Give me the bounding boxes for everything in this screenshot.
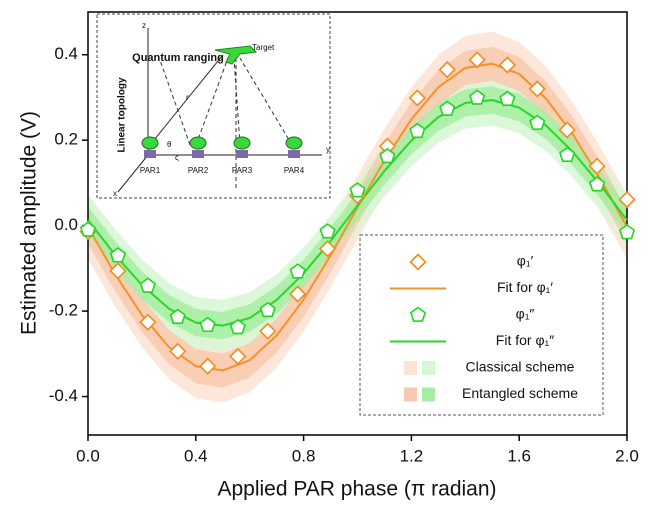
beams: [159, 57, 293, 190]
data-point: [529, 114, 546, 130]
target-plane: [214, 45, 258, 65]
x-axis-arrow: [117, 154, 149, 193]
data-point: [618, 190, 636, 209]
y-tick-label: 0.2: [54, 130, 78, 149]
data-point: [318, 240, 337, 258]
data-point: [558, 121, 576, 139]
data-point: [139, 313, 157, 331]
legend-swatch: [422, 361, 435, 375]
data-point: [109, 262, 127, 280]
data-point: [588, 157, 606, 175]
data-point: [229, 318, 246, 335]
y-axis-title: Estimated amplitude (V): [18, 111, 41, 335]
data-point: [109, 247, 126, 263]
inset-label: Target: [252, 43, 275, 52]
x-tick-label: 1.2: [400, 446, 424, 465]
data-point: [618, 223, 636, 240]
antenna-bases: [144, 150, 300, 158]
antennas: [141, 136, 303, 150]
data-point: [469, 89, 486, 105]
data-point: [319, 223, 336, 239]
data-point: [199, 357, 217, 375]
legend-swatch: [422, 387, 435, 402]
legend-marker: [409, 306, 427, 322]
data-point: [229, 347, 247, 366]
legend-label: Classical scheme: [466, 359, 575, 375]
data-point: [499, 90, 516, 107]
range-line: [149, 55, 223, 146]
legend-label: Entangled scheme: [462, 385, 578, 401]
data-point: [528, 80, 546, 98]
data-point: [139, 277, 156, 293]
data-point: [409, 122, 426, 139]
inset-diagram: z Target Quantum ranging Linear topology…: [96, 13, 331, 199]
x-axis-title: Applied PAR phase (π radian): [217, 478, 496, 501]
x-tick-label: 2.0: [615, 446, 639, 465]
inset-label: x: [113, 189, 117, 198]
data-point: [259, 322, 277, 340]
data-point: [169, 342, 187, 360]
x-tick-label: 0.4: [184, 446, 208, 465]
data-point: [559, 146, 576, 163]
inset-label: PAR3: [232, 166, 253, 175]
inset-label: r: [186, 93, 189, 102]
x-tick-label: 1.6: [507, 446, 531, 465]
data-point: [468, 51, 486, 69]
data-point: [79, 221, 97, 237]
data-point: [438, 61, 456, 79]
inset-frame: [96, 13, 331, 199]
data-point: [498, 56, 516, 74]
inset-label: y: [326, 145, 330, 154]
data-point: [289, 263, 306, 279]
data-point: [289, 285, 307, 303]
inset-label: PAR1: [140, 166, 161, 175]
x-tick-label: 0.0: [76, 446, 100, 465]
legend-marker: [409, 253, 427, 271]
legend-label: φ₁′: [517, 253, 534, 269]
inset-label: PAR4: [284, 166, 305, 175]
y-tick-label: -0.2: [49, 301, 78, 320]
x-tick-label: 0.8: [292, 446, 316, 465]
legend-label: Fit for φ₁″: [496, 332, 554, 348]
y-tick-label: -0.4: [49, 386, 78, 405]
data-point: [408, 89, 426, 107]
confidence-band: [88, 86, 627, 340]
inset-label: Linear topology: [117, 77, 128, 152]
legend-swatch: [404, 361, 417, 375]
y-tick-label: 0.4: [54, 44, 78, 63]
legend-label: φ₁″: [516, 306, 535, 322]
legend-swatch: [404, 387, 417, 402]
legend-frame: [359, 234, 604, 416]
data-point: [379, 147, 396, 164]
inset-label: Quantum ranging: [132, 52, 224, 64]
y-tick-label: 0.0: [54, 215, 78, 234]
inset-label: ς: [175, 153, 179, 162]
data-point: [439, 100, 456, 116]
data-point: [199, 316, 216, 333]
data-point: [589, 176, 606, 192]
data-point: [349, 182, 366, 198]
legend-label: Fit for φ₁′: [497, 279, 553, 295]
inset-label: PAR2: [188, 166, 209, 175]
data-point: [259, 301, 276, 318]
inset-label: z: [142, 21, 146, 30]
data-point: [169, 308, 186, 324]
inset-label: θ: [167, 140, 172, 149]
